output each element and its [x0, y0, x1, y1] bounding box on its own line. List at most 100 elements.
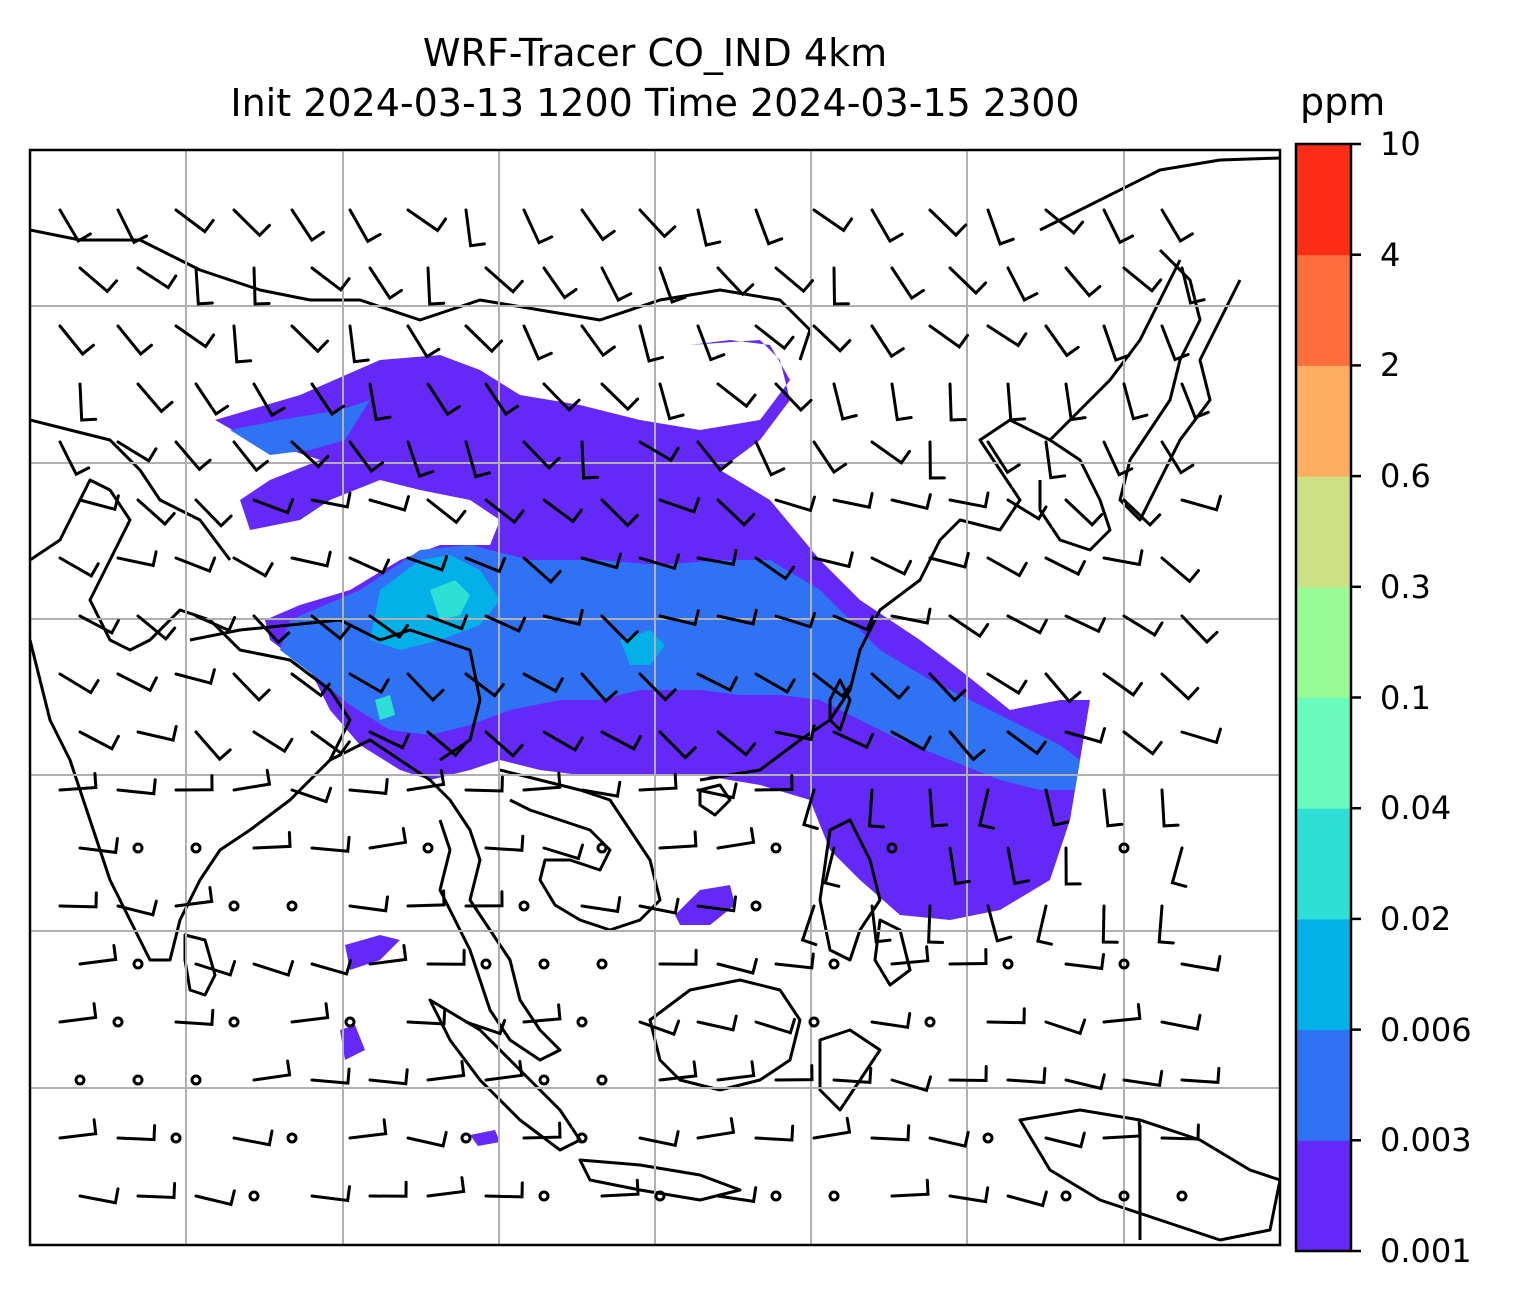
wind-barb: [348, 556, 391, 575]
wind-barb: [948, 846, 971, 886]
wind-barb: [658, 266, 687, 304]
wind-barb: [832, 266, 850, 306]
wind-barb: [638, 553, 680, 571]
wind-barb: [638, 1130, 680, 1148]
wind-barb: [638, 772, 678, 792]
wind-barb: [870, 904, 892, 944]
calm-wind-marker: [190, 842, 202, 854]
colorbar-segment: [1296, 144, 1351, 256]
colorbar-tick-label: 0.1: [1380, 678, 1431, 717]
wind-barb: [484, 382, 520, 417]
calm-wind-marker: [112, 1016, 124, 1028]
wind-barb: [58, 672, 100, 695]
wind-barb: [484, 834, 525, 852]
wind-barb: [522, 208, 554, 245]
coast-korea: [1038, 438, 1112, 552]
calm-wind-marker: [74, 1074, 86, 1086]
wind-barb: [986, 672, 1028, 696]
wind-barb: [774, 495, 816, 513]
wind-barb: [542, 266, 578, 300]
wind-barb: [1180, 614, 1219, 645]
wind-barb: [832, 492, 874, 509]
wind-barb: [802, 788, 819, 830]
wind-barb: [716, 827, 756, 850]
wind-barb: [310, 382, 346, 417]
coast-indochina: [499, 768, 662, 932]
wind-barb: [252, 1059, 292, 1082]
wind-barb: [948, 1186, 990, 1204]
wind-barb: [800, 904, 818, 947]
wind-barb: [716, 1186, 758, 1204]
colorbar-segment: [1296, 365, 1351, 477]
calm-wind-marker: [596, 958, 608, 970]
wind-barb: [716, 266, 755, 297]
wind-barb: [812, 440, 848, 475]
wind-barb: [426, 730, 467, 758]
wind-barb: [464, 440, 491, 479]
wind-barb: [310, 835, 351, 853]
wind-barb: [426, 382, 461, 417]
wind-barb: [1044, 556, 1086, 577]
coast-hainan: [698, 783, 732, 817]
wind-barb: [832, 1066, 873, 1084]
wind-barb: [928, 324, 969, 349]
wind-barb: [870, 672, 910, 701]
wind-barb: [310, 730, 351, 756]
coast-india: [30, 478, 352, 962]
wind-barb: [832, 382, 858, 421]
wind-barb: [58, 772, 98, 792]
wind-barb: [928, 672, 967, 703]
plume-patch-sw3: [470, 1130, 500, 1146]
wind-barb: [986, 1007, 1026, 1025]
wind-barb: [1157, 904, 1175, 945]
wind-barb: [174, 440, 212, 472]
wind-barb: [1122, 382, 1149, 421]
calm-wind-marker: [1176, 1190, 1188, 1202]
coast-taiwan: [828, 678, 852, 732]
wind-barb: [252, 614, 291, 645]
wind-barb: [638, 324, 664, 363]
wind-barb: [1044, 788, 1070, 827]
wind-barb: [927, 904, 945, 944]
wind-barb: [890, 945, 930, 966]
wind-barb: [1064, 953, 1105, 971]
wind-barb: [832, 730, 875, 750]
map-panel: [30, 150, 1280, 1245]
wind-barb: [823, 846, 841, 888]
wind-barb: [78, 266, 118, 294]
wind-barb: [290, 786, 333, 804]
wind-barb: [464, 1018, 507, 1036]
wind-barb: [977, 788, 995, 830]
wind-barb: [1160, 1123, 1200, 1141]
wind-barb: [406, 208, 448, 233]
wind-barb: [1102, 788, 1124, 828]
wind-barb: [58, 440, 91, 477]
wind-barb: [948, 730, 986, 762]
wind-barb: [136, 1182, 177, 1200]
calm-wind-marker: [132, 958, 144, 970]
wind-barb: [522, 771, 562, 792]
wind-barb: [310, 1185, 351, 1203]
calm-wind-marker: [596, 842, 608, 854]
wind-barb: [1160, 1013, 1202, 1031]
wind-barb: [948, 266, 988, 296]
wind-barb: [58, 324, 95, 357]
wind-barb: [716, 498, 756, 527]
wind-barb: [1122, 498, 1162, 528]
wind-barb: [890, 730, 932, 752]
wind-barb: [600, 1178, 640, 1198]
wind-barb: [1044, 208, 1085, 236]
wind-barb: [890, 607, 932, 625]
wind-barb: [1122, 1069, 1164, 1088]
wind-barb: [1102, 440, 1134, 477]
calm-wind-marker: [228, 900, 240, 912]
wind-barb: [290, 1002, 330, 1024]
colorbar-segment: [1296, 586, 1351, 698]
wind-barb: [1006, 614, 1048, 635]
wind-barb: [464, 890, 504, 908]
wind-barb: [1044, 440, 1067, 480]
wind-barb: [78, 1187, 120, 1205]
wind-barb: [754, 208, 784, 246]
calm-wind-marker: [750, 900, 762, 912]
wind-barb: [870, 208, 904, 244]
